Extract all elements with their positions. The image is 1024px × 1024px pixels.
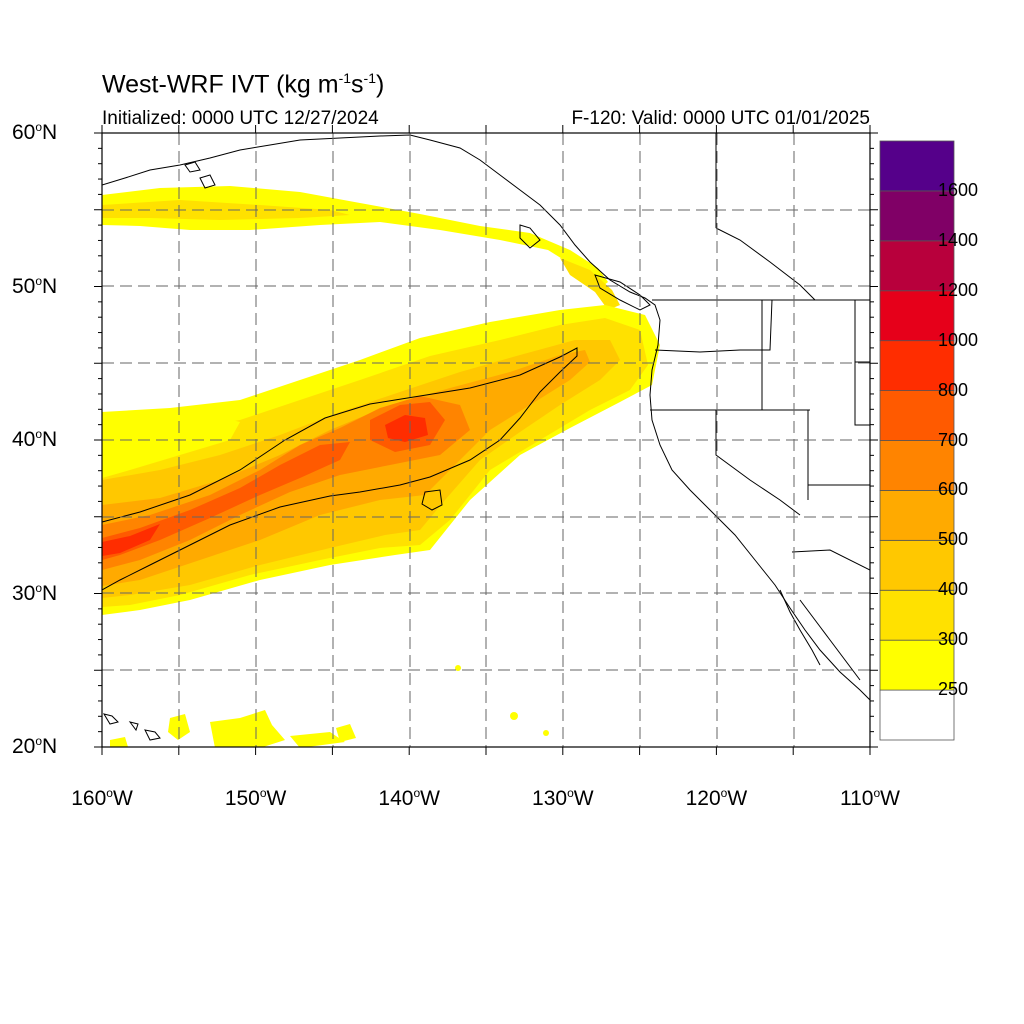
baja-california: [779, 589, 821, 666]
lon-label-160: 160oW: [71, 786, 133, 810]
gulf-california-east: [799, 599, 861, 681]
lat-label-20: 20oN: [12, 734, 58, 758]
colorbar-bin-8: [879, 290, 955, 342]
colorbar-bin-2: [879, 589, 955, 641]
valid-time-label: F-120: Valid: 0000 UTC 01/01/2025: [571, 108, 870, 129]
lon-label-110: 110oW: [840, 786, 900, 810]
colorbar-bin-6: [879, 390, 955, 441]
colorbar-label-600: 600: [938, 479, 969, 500]
haida-gwaii: [519, 224, 541, 249]
lat-label-40: 40oN: [12, 427, 58, 451]
lon-label-130: 130oW: [532, 786, 594, 810]
lat-label-30: 30oN: [12, 580, 58, 605]
vancouver-island: [594, 274, 651, 311]
border-id-wy: [854, 362, 870, 426]
map-title: West-WRF IVT (kg m-1s-1): [102, 70, 385, 99]
gridlines: [102, 133, 870, 747]
colorbar-label-500: 500: [938, 529, 969, 550]
ivt-patch-5: [110, 737, 128, 747]
colorbar-label-1400: 1400: [938, 229, 979, 250]
lon-label-150: 150oW: [224, 786, 287, 810]
ivt-contour-ring: [421, 489, 443, 511]
ivt-field: [102, 186, 660, 747]
alaska-coast: [102, 134, 870, 701]
political-boundaries: [650, 133, 870, 571]
border-mt-wy: [854, 300, 870, 363]
colorbar-bin-11: [879, 140, 955, 192]
lat-label-50: 50oN: [12, 273, 58, 298]
colorbar-label-1000: 1000: [938, 329, 979, 350]
colorbar-bin-9: [879, 240, 955, 292]
colorbar-label-300: 300: [938, 629, 969, 650]
ivt-patch-1: [210, 710, 285, 747]
ivt-southwest-blob: [102, 410, 240, 478]
colorbar-label-700: 700: [938, 429, 969, 450]
ivt-contour-upper: [102, 347, 578, 591]
ivt-core-west-max: [102, 524, 160, 556]
colorbar-bin-3: [879, 539, 955, 591]
ivt-northern-core: [102, 200, 350, 220]
lon-label-140: 140oW: [378, 786, 440, 810]
colorbar-bin-10: [879, 190, 955, 242]
colorbar-label-400: 400: [938, 579, 969, 600]
colorbar-bin-7: [879, 340, 955, 391]
canada-interior: [715, 227, 816, 301]
colorbar-label-1600: 1600: [938, 179, 979, 200]
colorbar-label-250: 250: [938, 679, 969, 700]
colorbar-label-1200: 1200: [938, 279, 979, 300]
hawaii-islands: [102, 713, 161, 741]
sitka-islands: [184, 161, 216, 189]
ivt-patch-4: [336, 724, 356, 742]
border-us-mexico: [791, 549, 870, 571]
axis-ticks: [94, 125, 878, 755]
colorbar-bin-5: [879, 440, 955, 491]
ivt-core-east-max: [385, 415, 428, 442]
ivt-patch-3: [290, 732, 345, 747]
colorbar: [879, 140, 955, 741]
init-time-label: Initialized: 0000 UTC 12/27/2024: [102, 108, 379, 129]
lat-label-60: 60oN: [12, 120, 58, 144]
border-ca-nv: [715, 410, 801, 516]
lon-label-120: 120oW: [685, 786, 748, 810]
colorbar-bin-0: [879, 689, 955, 741]
coastline: [102, 134, 870, 741]
colorbar-label-800: 800: [938, 379, 969, 400]
border-wa-or: [654, 299, 773, 353]
ivt-river-700: [102, 442, 350, 560]
ivt-contours: [102, 347, 578, 591]
colorbar-bin-4: [879, 490, 955, 541]
ivt-coastal-branch: [560, 258, 620, 310]
